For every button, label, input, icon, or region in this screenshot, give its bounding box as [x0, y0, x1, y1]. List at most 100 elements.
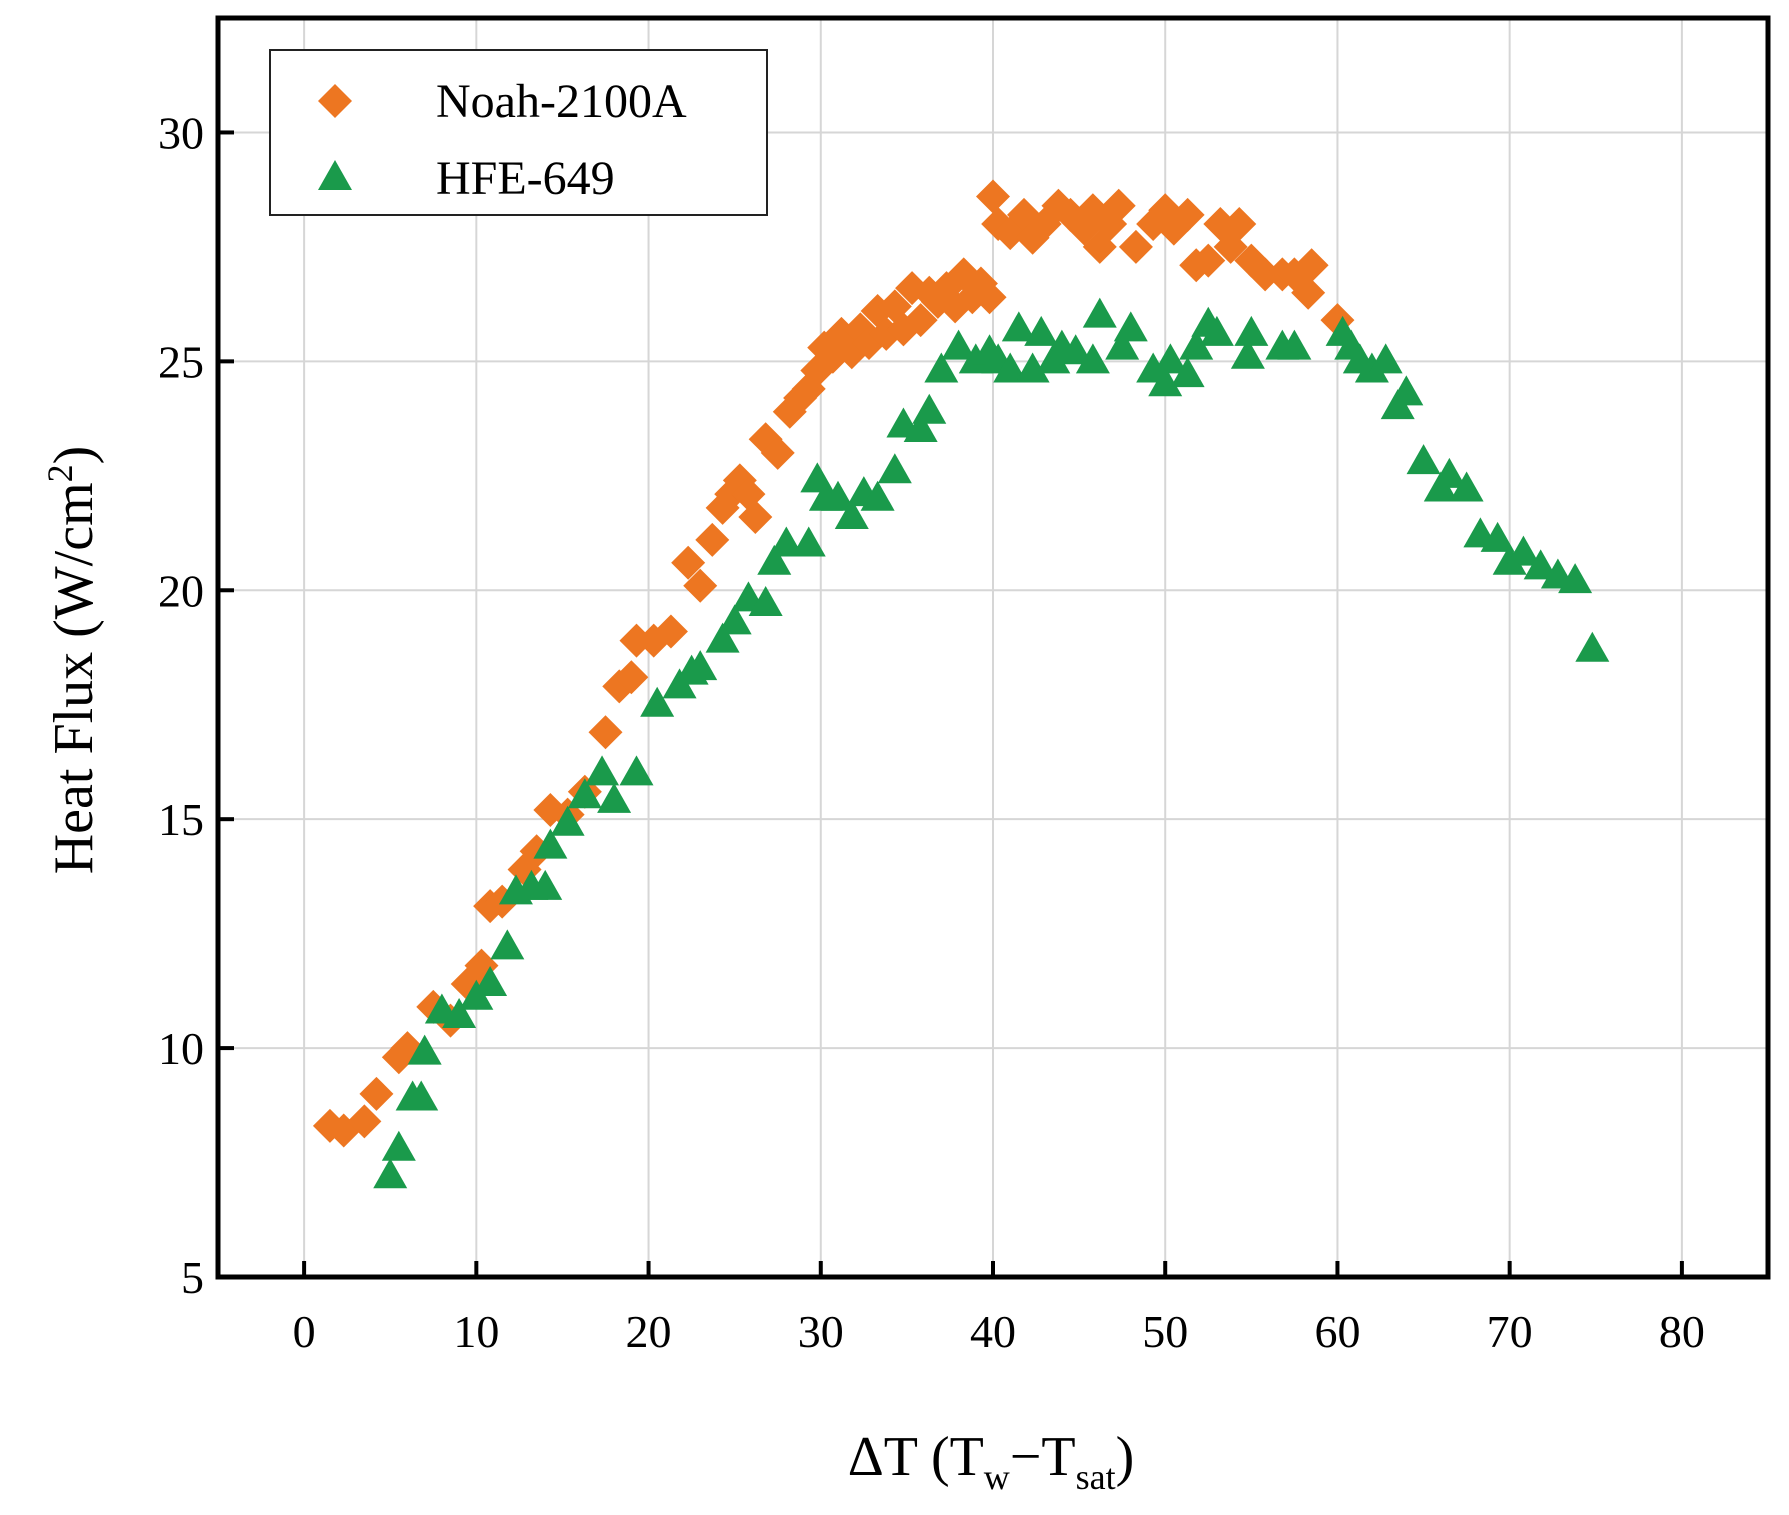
triangle-point [373, 1158, 408, 1189]
x-tick-label: 40 [970, 1306, 1016, 1357]
triangle-point [1406, 444, 1441, 475]
x-tick-label: 70 [1487, 1306, 1533, 1357]
x-tick-label: 10 [453, 1306, 499, 1357]
triangle-point [791, 526, 826, 557]
triangle-point [1058, 334, 1093, 365]
triangle-point [1170, 357, 1205, 388]
x-tick-label: 80 [1659, 1306, 1705, 1357]
diamond-point [671, 545, 706, 580]
triangle-point [717, 604, 752, 635]
x-tick-label: 0 [293, 1306, 316, 1357]
triangle-point [404, 1080, 439, 1111]
legend-triangle-marker [318, 160, 352, 190]
triangle-point [993, 352, 1028, 383]
diamond-point [619, 623, 654, 658]
diamond-point [903, 303, 938, 338]
triangle-point [1506, 535, 1541, 566]
triangle-point [1277, 329, 1312, 360]
y-axis-title-superscript: 2 [40, 464, 80, 482]
diamond-point [738, 500, 773, 535]
axis-ticks [218, 130, 1684, 1279]
triangle-point [473, 965, 508, 996]
triangle-point [821, 480, 855, 511]
diamond-point [347, 1104, 382, 1139]
x-tick-label: 30 [798, 1306, 844, 1357]
triangle-point [1179, 329, 1214, 360]
y-tick-label: 10 [158, 1023, 204, 1074]
diamond-point [1222, 207, 1257, 242]
x-axis-title: ΔT (Tw−Tsat) [848, 1426, 1135, 1497]
y-tick-label: 20 [158, 565, 204, 616]
triangle-point [381, 1130, 416, 1161]
triangle-point [769, 526, 804, 557]
triangle-point [1024, 315, 1059, 346]
y-tick-label: 15 [158, 794, 204, 845]
triangle-point [924, 352, 959, 383]
x-tick-label: 20 [626, 1306, 672, 1357]
triangle-point [683, 650, 718, 681]
triangle-point [1432, 457, 1467, 488]
triangle-point [1230, 338, 1265, 369]
triangle-point [1082, 297, 1117, 328]
diamond-point [1294, 248, 1329, 283]
triangle-point [903, 412, 938, 443]
diamond-point [1118, 229, 1153, 264]
x-tick-label: 60 [1314, 1306, 1360, 1357]
diamond-point [1170, 197, 1205, 232]
diamond-point [976, 179, 1010, 214]
triangle-point [941, 329, 976, 360]
triangle-point [1113, 311, 1148, 342]
triangle-point [1575, 631, 1610, 662]
triangle-point [1558, 563, 1593, 594]
y-axis-title-text: Heat Flux (W/cm [43, 482, 105, 874]
data-points [312, 179, 1610, 1189]
legend: Noah-2100A HFE-649 [269, 49, 768, 216]
plot-area-frame [215, 15, 1771, 1280]
x-tick-label: 50 [1142, 1306, 1188, 1357]
diamond-point [695, 522, 730, 557]
x-axis-title-sub-sat: sat [1076, 1457, 1116, 1497]
triangle-point [1199, 315, 1234, 346]
triangle-point [550, 805, 585, 836]
triangle-point [597, 782, 632, 813]
diamond-point [614, 660, 649, 695]
triangle-point [1492, 544, 1527, 575]
triangle-point [567, 778, 602, 809]
y-tick-label: 5 [181, 1252, 204, 1303]
legend-diamond-marker [318, 84, 352, 118]
series-hfe-649 [373, 297, 1610, 1189]
triangle-point [834, 499, 869, 530]
diamond-point [1291, 275, 1326, 310]
x-axis-title-minus-t: −T [1010, 1426, 1076, 1488]
series-noah-2100a [312, 179, 1355, 1148]
triangle-point [1389, 375, 1424, 406]
triangle-point [958, 343, 993, 374]
triangle-point [528, 869, 563, 900]
legend-label-noah-2100a: Noah-2100A [436, 75, 687, 128]
triangle-point [1449, 471, 1484, 502]
y-axis-title: Heat Flux (W/cm2) [40, 446, 105, 875]
triangle-point [1015, 352, 1050, 383]
triangle-point [640, 686, 675, 717]
legend-marker-hfe-649 [318, 160, 352, 190]
y-tick-label: 30 [158, 107, 204, 158]
legend-marker-noah-2100a [318, 84, 352, 118]
tick-labels: 0 10 20 30 40 50 60 70 80 5 10 15 20 25 30 [158, 107, 1705, 1357]
triangle-point [1368, 343, 1403, 374]
triangle-point [1523, 549, 1558, 580]
diamond-point [1248, 257, 1283, 292]
triangle-point [533, 828, 568, 859]
diamond-point [760, 435, 795, 470]
diamond-point [359, 1076, 394, 1111]
triangle-point [1075, 343, 1110, 374]
diamond-point [1191, 243, 1226, 278]
triangle-point [1148, 366, 1183, 397]
diamond-point [683, 568, 718, 603]
triangle-point [490, 929, 525, 960]
triangle-point [877, 453, 912, 484]
triangle-point [705, 622, 740, 653]
triangle-point [1354, 352, 1389, 383]
x-axis-title-text: ΔT (T [848, 1426, 984, 1488]
triangle-point [585, 755, 620, 786]
